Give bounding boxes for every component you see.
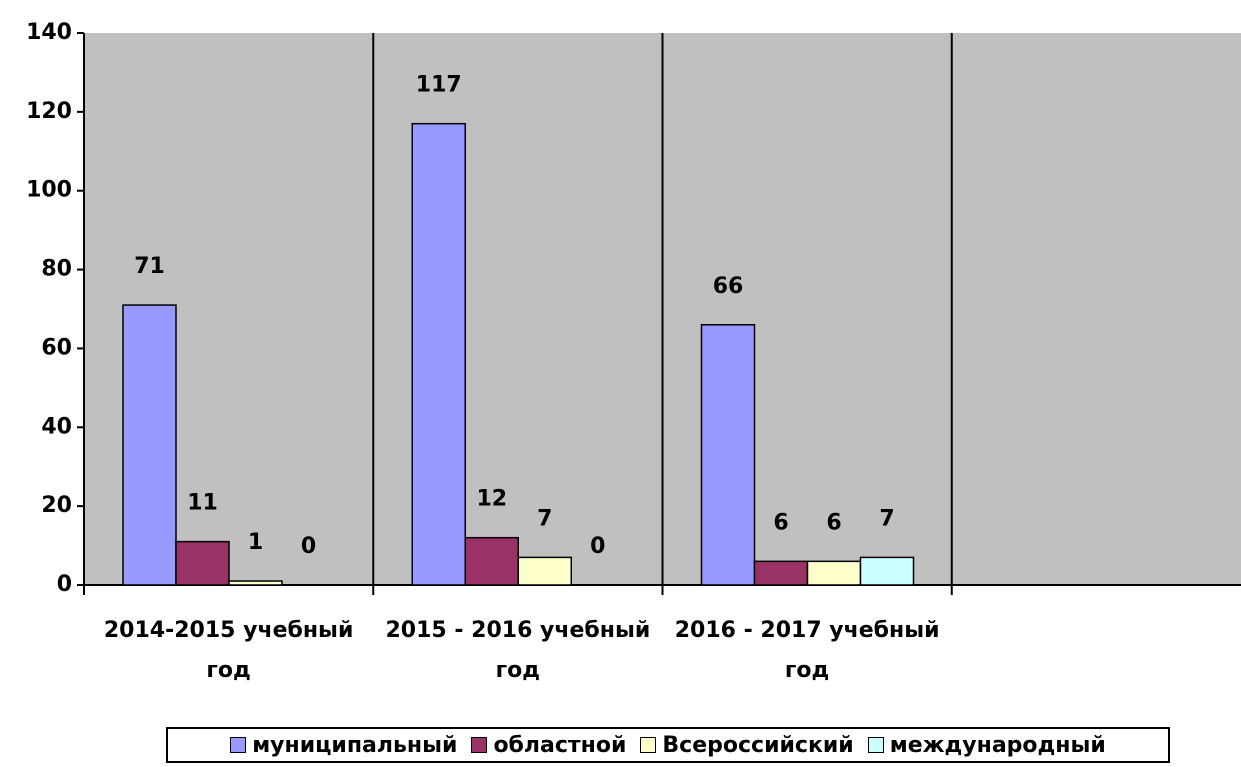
value-label: 66: [713, 274, 744, 299]
legend-label: областной: [493, 732, 627, 758]
value-label: 117: [416, 73, 462, 98]
bar: [175, 540, 230, 586]
y-tick-label: 120: [26, 99, 72, 124]
value-label: 6: [826, 510, 841, 535]
y-tick-label: 0: [57, 572, 72, 597]
x-tick-label: 2016 - 2017 учебный год: [674, 618, 940, 683]
x-tick-label: 2014-2015 учебный год: [103, 618, 354, 683]
value-label: 7: [879, 506, 894, 531]
legend-item: Всероссийский: [640, 732, 854, 758]
y-tick-label: 40: [41, 414, 72, 439]
bar: [753, 560, 809, 586]
legend: муниципальный областной Всероссийский между…: [166, 727, 1170, 763]
legend-swatch: [640, 737, 657, 753]
legend-label: муниципальный: [252, 732, 458, 758]
y-tick-label: 140: [26, 20, 72, 45]
legend-swatch: [230, 737, 247, 753]
value-label: 11: [187, 491, 218, 516]
x-tick-label: 2015 - 2016 учебный год: [385, 618, 651, 683]
legend-label: международный: [889, 732, 1106, 758]
bar: [859, 556, 915, 586]
y-tick-label: 60: [41, 335, 72, 360]
legend-item: муниципальный: [230, 733, 457, 758]
legend-swatch: [471, 737, 488, 753]
value-label: 12: [476, 487, 507, 512]
value-label: 7: [537, 506, 552, 531]
bar: [700, 324, 756, 586]
y-tick-label: 100: [26, 178, 72, 203]
bar: [122, 304, 177, 586]
bar: [806, 560, 862, 586]
legend-label: Всероссийский: [662, 732, 854, 758]
legend-item: международный: [867, 732, 1106, 758]
y-tick-label: 20: [41, 493, 72, 518]
value-label: 71: [134, 254, 165, 279]
bar: [464, 536, 519, 586]
bar: [517, 556, 572, 586]
bar: [411, 122, 466, 586]
legend-swatch: [867, 737, 884, 753]
y-tick-label: 80: [41, 257, 72, 282]
bar: [228, 580, 283, 586]
legend-item: областной: [471, 733, 626, 758]
value-label: 0: [590, 534, 605, 559]
value-label: 6: [773, 510, 788, 535]
value-label: 1: [248, 530, 263, 555]
value-label: 0: [301, 534, 316, 559]
